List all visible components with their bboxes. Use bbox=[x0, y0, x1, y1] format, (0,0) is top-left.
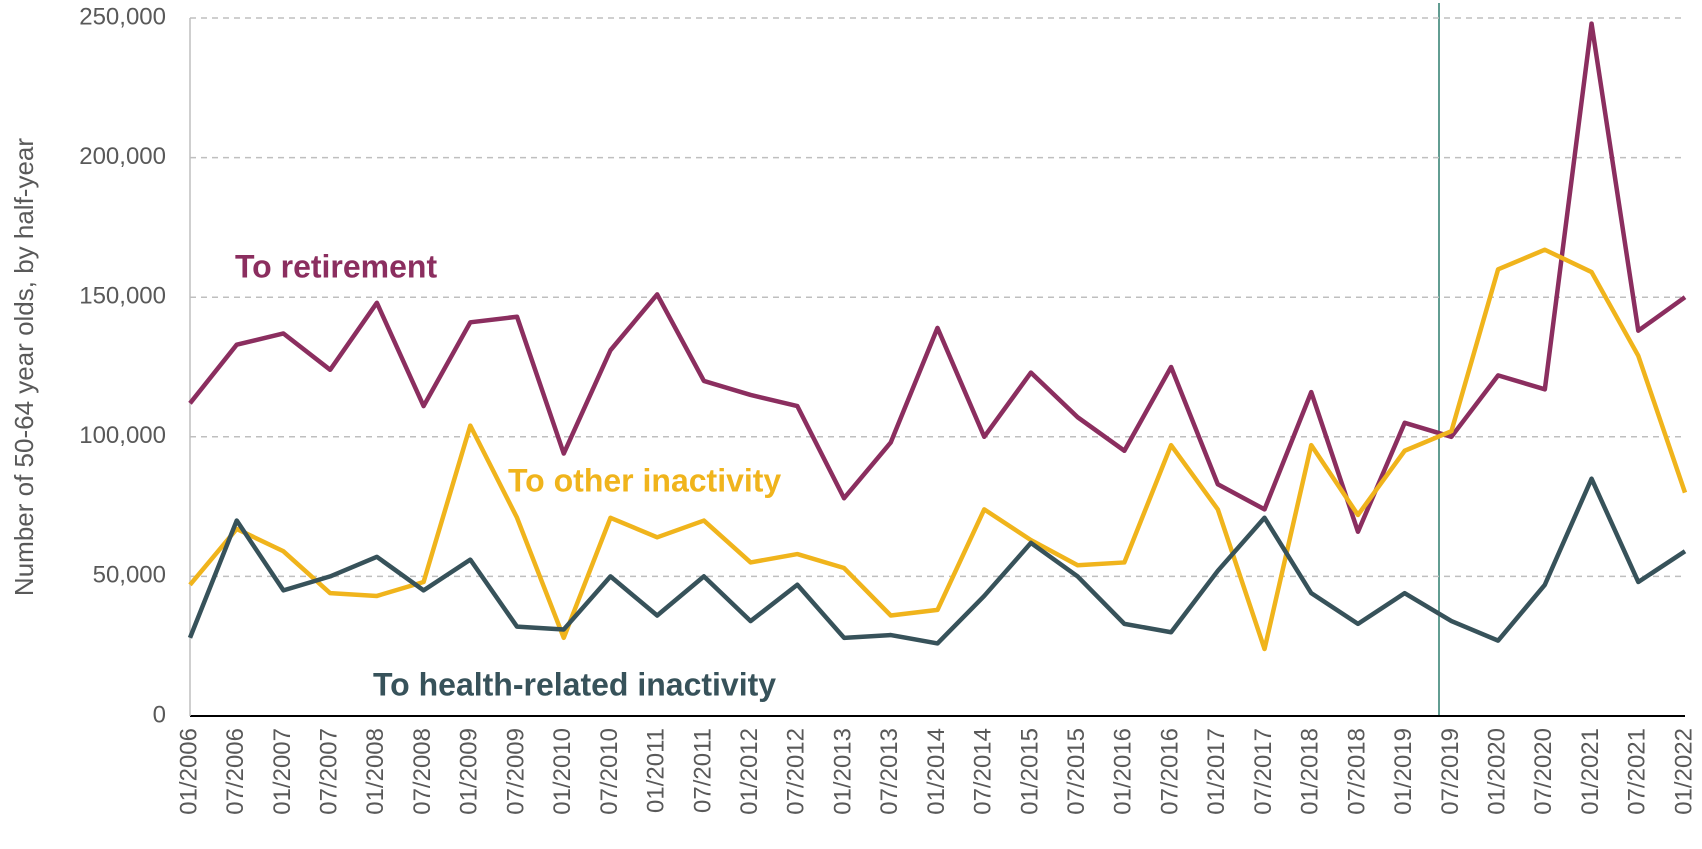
series-line bbox=[188, 247, 1688, 652]
x-tick-label: 01/2016 bbox=[1110, 728, 1137, 815]
x-tick-label: 01/2010 bbox=[549, 728, 576, 815]
x-tick-label: 01/2009 bbox=[456, 728, 483, 815]
x-tick-label: 07/2012 bbox=[783, 728, 810, 815]
x-tick-label: 01/2020 bbox=[1483, 728, 1510, 815]
x-tick-label: 07/2015 bbox=[1063, 728, 1090, 815]
y-axis-label: Number of 50-64 year olds, by half-year bbox=[9, 138, 39, 596]
x-tick-label: 07/2020 bbox=[1530, 728, 1557, 815]
x-tick-label: 07/2014 bbox=[970, 728, 997, 815]
x-tick-label: 07/2008 bbox=[409, 728, 436, 815]
y-tick-label: 150,000 bbox=[79, 283, 166, 310]
y-tick-label: 50,000 bbox=[93, 562, 166, 589]
x-tick-label: 01/2018 bbox=[1297, 728, 1324, 815]
series-label: To other inactivity bbox=[508, 462, 781, 498]
x-tick-label: 01/2019 bbox=[1390, 728, 1417, 815]
x-tick-label: 01/2008 bbox=[362, 728, 389, 815]
x-tick-label: 01/2012 bbox=[736, 728, 763, 815]
x-tick-label: 07/2013 bbox=[876, 728, 903, 815]
x-tick-label: 07/2009 bbox=[502, 728, 529, 815]
x-tick-label: 01/2006 bbox=[175, 728, 202, 815]
x-tick-label: 07/2011 bbox=[689, 728, 716, 813]
x-tick-label: 01/2007 bbox=[269, 728, 296, 815]
x-tick-label: 07/2019 bbox=[1437, 728, 1464, 815]
x-tick-label: 01/2021 bbox=[1577, 728, 1604, 815]
x-tick-label: 07/2016 bbox=[1156, 728, 1183, 815]
x-tick-label: 07/2006 bbox=[222, 728, 249, 815]
series-label: To retirement bbox=[235, 248, 437, 284]
y-tick-label: 250,000 bbox=[79, 3, 166, 30]
x-tick-label: 07/2010 bbox=[596, 728, 623, 815]
y-tick-label: 100,000 bbox=[79, 422, 166, 449]
x-tick-label: 01/2013 bbox=[829, 728, 856, 815]
series-line bbox=[187, 476, 1687, 646]
series-line bbox=[188, 21, 1687, 534]
series-label: To health-related inactivity bbox=[373, 666, 776, 702]
y-tick-label: 200,000 bbox=[79, 143, 166, 170]
x-tick-label: 07/2017 bbox=[1250, 728, 1277, 815]
x-tick-label: 01/2017 bbox=[1203, 728, 1230, 815]
x-tick-label: 01/2015 bbox=[1016, 728, 1043, 815]
x-tick-label: 01/2022 bbox=[1670, 728, 1697, 815]
y-tick-label: 0 bbox=[153, 701, 166, 728]
x-tick-label: 01/2011 bbox=[643, 728, 670, 813]
x-tick-label: 01/2014 bbox=[923, 728, 950, 815]
x-tick-label: 07/2021 bbox=[1624, 728, 1651, 815]
x-tick-label: 07/2007 bbox=[316, 728, 343, 815]
x-tick-label: 07/2018 bbox=[1343, 728, 1370, 815]
